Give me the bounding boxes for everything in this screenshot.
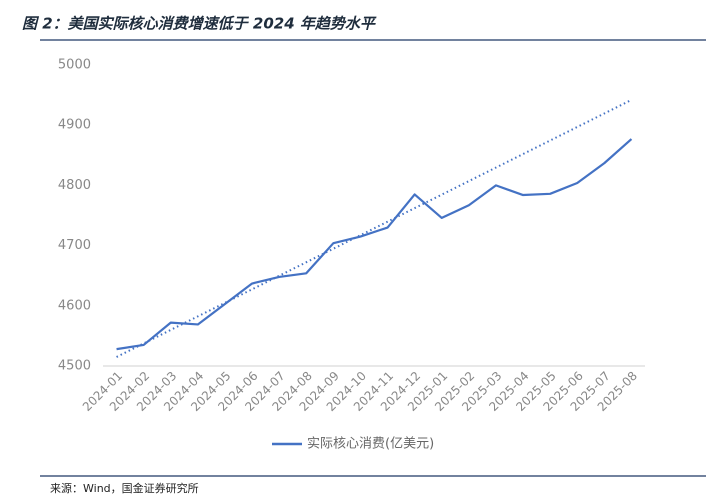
y-tick-label: 4600 xyxy=(58,298,91,313)
y-tick-label: 5000 xyxy=(58,58,91,73)
data-line xyxy=(116,138,633,351)
source-note: 来源：Wind，国金证券研究所 xyxy=(50,481,199,495)
y-tick-label: 4700 xyxy=(58,238,91,253)
y-tick-label: 4500 xyxy=(58,359,91,374)
chart-title: 图 2：美国实际核心消费增速低于 2024 年趋势水平 xyxy=(22,15,377,33)
trend-line xyxy=(116,99,632,358)
y-tick-label: 4900 xyxy=(58,118,91,133)
y-tick-label: 4800 xyxy=(58,178,91,193)
legend-label: 实际核心消费(亿美元) xyxy=(307,437,434,452)
